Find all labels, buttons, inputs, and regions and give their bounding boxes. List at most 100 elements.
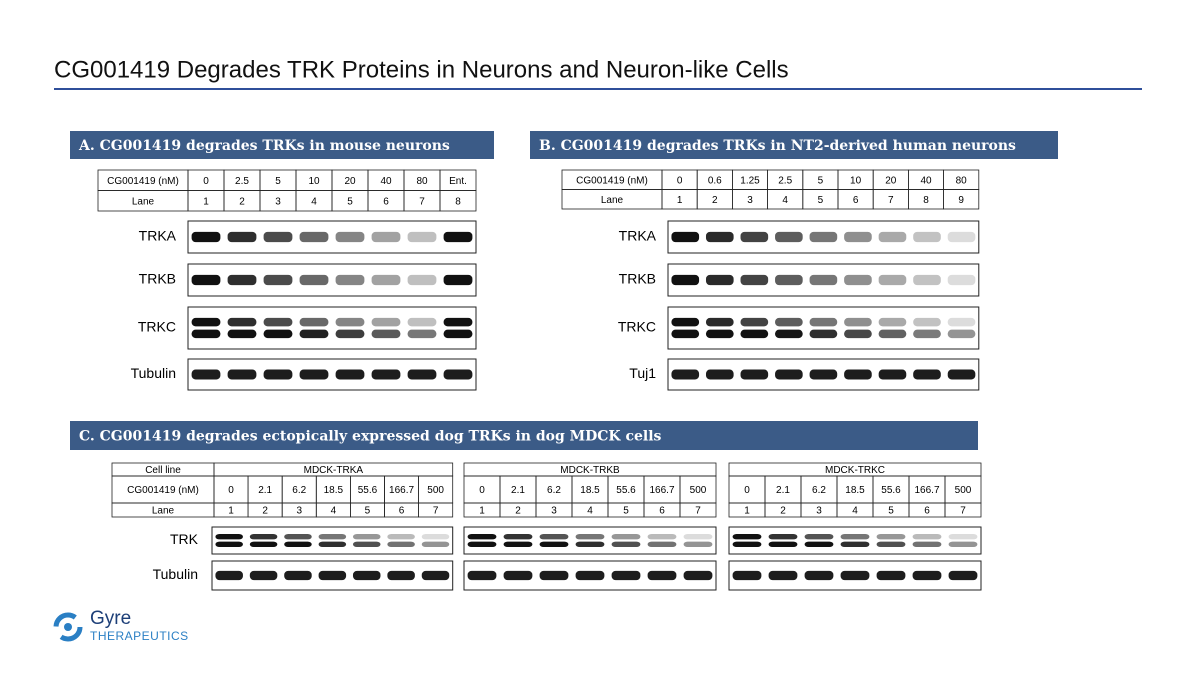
band <box>740 369 769 380</box>
table-text: 0.6 <box>708 175 722 186</box>
band <box>575 541 605 547</box>
band <box>611 541 641 547</box>
blot-label: TRKC <box>138 319 176 335</box>
blot-label: TRKC <box>618 319 656 335</box>
table-cell <box>439 190 477 212</box>
band <box>912 541 942 547</box>
band <box>227 369 257 380</box>
band <box>191 329 221 339</box>
band <box>671 329 700 339</box>
band <box>878 274 907 286</box>
blot-label: TRKA <box>619 228 657 244</box>
logo: Gyre THERAPEUTICS <box>53 608 188 643</box>
band <box>844 317 872 327</box>
table-text: 3 <box>747 195 753 206</box>
table-text: 3 <box>275 196 281 207</box>
band <box>740 317 769 327</box>
table-text: 20 <box>885 175 897 186</box>
band <box>284 570 312 581</box>
table-text: 2 <box>239 196 245 207</box>
band <box>912 570 942 581</box>
band <box>191 369 221 380</box>
panel-header <box>530 131 1058 159</box>
band <box>671 369 700 380</box>
band <box>683 541 713 547</box>
band <box>215 570 243 581</box>
table-text: 0 <box>203 176 209 187</box>
table-text: 500 <box>955 485 972 496</box>
band <box>387 570 415 581</box>
table-cell <box>943 189 980 210</box>
band <box>840 570 870 581</box>
band <box>705 274 734 286</box>
band <box>539 541 569 547</box>
table-text: 80 <box>956 175 968 186</box>
panel-header <box>70 421 978 450</box>
band <box>407 369 437 380</box>
band <box>840 541 870 547</box>
band <box>683 534 713 540</box>
table-text: 1 <box>677 195 683 206</box>
band <box>948 541 978 547</box>
blot-label: TRK <box>170 531 199 547</box>
table-cell <box>418 502 454 518</box>
band <box>647 534 677 540</box>
band <box>421 534 450 540</box>
band <box>443 369 473 380</box>
table-text: 4 <box>331 506 337 517</box>
band <box>732 541 762 547</box>
band <box>840 534 870 540</box>
table-text: Cell line <box>145 465 181 476</box>
table-text: 2.5 <box>235 176 249 187</box>
band <box>249 541 278 547</box>
table-text: Lane <box>132 196 155 207</box>
band <box>335 317 365 327</box>
band <box>191 317 221 327</box>
table-text: 5 <box>888 506 894 517</box>
table-text: 6 <box>383 196 389 207</box>
band <box>809 369 838 380</box>
band <box>407 329 437 339</box>
band <box>844 369 872 380</box>
band <box>878 231 907 243</box>
band <box>318 570 347 581</box>
table-text: 5 <box>818 175 824 186</box>
band <box>227 231 257 243</box>
band <box>844 231 872 243</box>
band <box>335 329 365 339</box>
band <box>352 534 381 540</box>
band <box>371 329 401 339</box>
band <box>775 231 803 243</box>
band <box>539 534 569 540</box>
band <box>768 570 798 581</box>
band <box>263 274 293 286</box>
band <box>539 570 569 581</box>
blot-label: TRKB <box>139 271 176 287</box>
table-text: Lane <box>601 195 624 206</box>
table-text: 9 <box>958 195 964 206</box>
band <box>263 369 293 380</box>
band <box>443 329 473 339</box>
table-text: 5 <box>818 195 824 206</box>
band <box>299 231 329 243</box>
band <box>227 329 257 339</box>
table-text: 3 <box>551 506 557 517</box>
panel-header-text: A. CG001419 degrades TRKs in mouse neuro… <box>78 138 450 154</box>
table-text: 20 <box>344 176 356 187</box>
band <box>335 369 365 380</box>
band <box>671 274 700 286</box>
band <box>878 369 907 380</box>
table-text: 0 <box>228 485 234 496</box>
table-cell <box>944 502 982 518</box>
band <box>671 231 700 243</box>
table-text: CG001419 (nM) <box>127 485 199 496</box>
blot-box <box>728 526 982 555</box>
logo-dot <box>64 623 72 631</box>
table-text: 1 <box>479 506 485 517</box>
band <box>407 231 437 243</box>
band <box>263 317 293 327</box>
table-text: 7 <box>960 506 966 517</box>
band <box>647 541 677 547</box>
table-text: 6 <box>659 506 665 517</box>
